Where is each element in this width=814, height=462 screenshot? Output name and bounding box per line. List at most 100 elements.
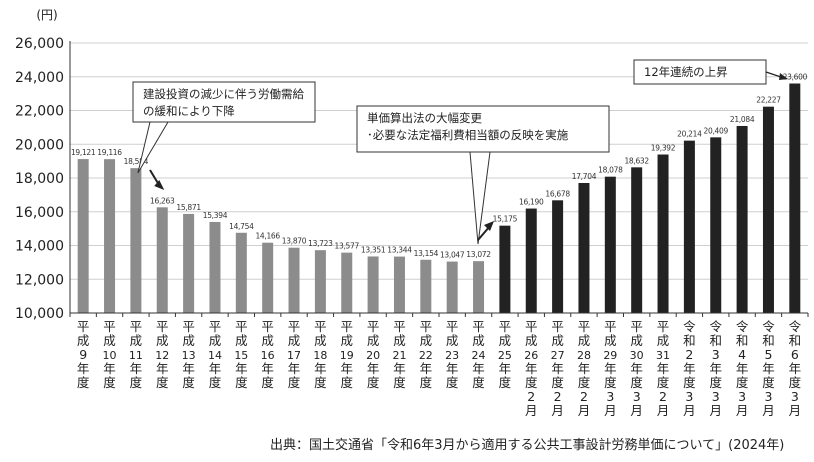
x-tick-label: 平成 15 年度 [234, 319, 248, 390]
x-tick-label: 平成 14 年度 [208, 319, 222, 390]
y-tick-label: 22,000 [15, 104, 64, 120]
bar [209, 221, 221, 313]
arrowhead [154, 180, 165, 190]
x-tick-label: 平成 18 年度 [313, 319, 327, 390]
bar [420, 259, 432, 313]
data-label: 19,121 [71, 148, 96, 157]
x-tick-label: 平成 11 年度 [129, 319, 143, 390]
data-label: 13,351 [361, 245, 386, 254]
bar [604, 176, 616, 313]
bar [183, 213, 195, 313]
bar [789, 83, 801, 313]
data-label: 15,871 [176, 203, 201, 212]
y-axis: 10,000 12,000 14,000 16,000 18,000 20,000 22,0… [15, 8, 71, 322]
x-tick-label: 令和 2 年度 3 月 [683, 319, 696, 418]
bar [762, 106, 774, 313]
annotation-box [356, 105, 610, 153]
y-tick-label: 20,000 [15, 137, 64, 153]
annotation-box [633, 59, 767, 85]
annotation-box [132, 81, 316, 123]
bar [683, 140, 695, 313]
bar [367, 256, 379, 313]
y-tick-label: 14,000 [15, 239, 64, 255]
data-label: 16,263 [150, 196, 175, 205]
y-unit-label: (円) [36, 8, 57, 22]
x-tick-label: 令和 5 年度 3 月 [762, 319, 775, 418]
bar [393, 256, 405, 313]
bar [710, 137, 722, 313]
x-tick-label: 平成 19 年度 [340, 319, 354, 390]
bar [473, 261, 485, 313]
data-label: 19,116 [97, 148, 122, 157]
x-tick-label: 平成 9 年度 [77, 319, 90, 390]
bar [525, 208, 537, 313]
data-label: 15,175 [493, 215, 518, 224]
data-label: 18,078 [598, 166, 623, 175]
bar [288, 247, 300, 313]
x-tick-label: 平成 20 年度 [366, 319, 380, 390]
bar [130, 168, 142, 313]
data-label: 13,344 [387, 246, 412, 255]
bar [77, 159, 89, 313]
data-label: 13,072 [466, 250, 491, 259]
y-tick-label: 26,000 [15, 36, 64, 52]
bar [104, 159, 116, 313]
data-label: 18,584 [124, 157, 149, 166]
bar [341, 252, 353, 313]
x-tick-label: 平成 30 年度 3 月 [630, 319, 644, 418]
bar [262, 242, 274, 313]
data-label: 16,678 [545, 189, 570, 198]
x-tick-label: 平成 25 年度 [498, 319, 512, 390]
y-tick-label: 18,000 [15, 171, 64, 187]
data-label: 21,084 [730, 115, 755, 124]
bar [446, 261, 458, 313]
data-label: 13,723 [308, 239, 333, 248]
bar [657, 154, 669, 313]
x-tick-label: 平成 24 年度 [472, 319, 486, 390]
data-label: 23,600 [783, 73, 808, 82]
data-label: 13,577 [335, 242, 360, 251]
data-label: 17,704 [572, 172, 597, 181]
data-label: 13,870 [282, 237, 307, 246]
annotation-text: の緩和により下降 [143, 104, 235, 118]
arrowhead [484, 221, 494, 231]
bar [314, 250, 326, 313]
bar [552, 200, 564, 313]
x-tick-label: 平成 16 年度 [261, 319, 275, 390]
annotation-text: 建設投資の減少に伴う労働需給 [143, 87, 304, 101]
bar [499, 225, 511, 313]
data-label: 14,754 [229, 222, 254, 231]
y-tick-label: 12,000 [15, 272, 64, 288]
x-tick-label: 平成 22 年度 [419, 319, 433, 390]
annotation-text: 単価算出法の大幅変更 [367, 111, 482, 125]
data-label: 16,190 [519, 198, 544, 207]
data-label: 14,166 [255, 232, 280, 241]
callout-pointer [137, 121, 169, 174]
bar [235, 232, 247, 313]
bar [631, 167, 643, 313]
annotation-text: 12年連続の上昇 [644, 65, 728, 79]
x-tick-label: 平成 10 年度 [103, 319, 117, 390]
x-tick-label: 令和 4 年度 3 月 [736, 319, 749, 418]
x-tick-label: 平成 23 年度 [445, 319, 459, 390]
x-tick-label: 平成 28 年度 2 月 [577, 319, 591, 418]
y-tick-label: 16,000 [15, 205, 64, 221]
x-tick-label: 平成 12 年度 [155, 319, 169, 390]
bar [578, 182, 590, 313]
x-tick-label: 平成 26 年度 2 月 [524, 319, 538, 418]
x-tick-label: 平成 21 年度 [392, 319, 406, 390]
data-label: 20,409 [704, 126, 729, 135]
x-tick-label: 平成 27 年度 2 月 [551, 319, 565, 418]
bars [77, 83, 801, 314]
data-label: 19,392 [651, 144, 676, 153]
x-tick-label: 令和 6 年度 3 月 [789, 319, 802, 418]
bar [156, 207, 168, 313]
x-tick-label: 平成 31 年度 2 月 [656, 319, 670, 418]
data-label: 15,394 [203, 211, 228, 220]
y-tick-label: 10,000 [15, 306, 64, 322]
y-tick-label: 24,000 [15, 70, 64, 86]
